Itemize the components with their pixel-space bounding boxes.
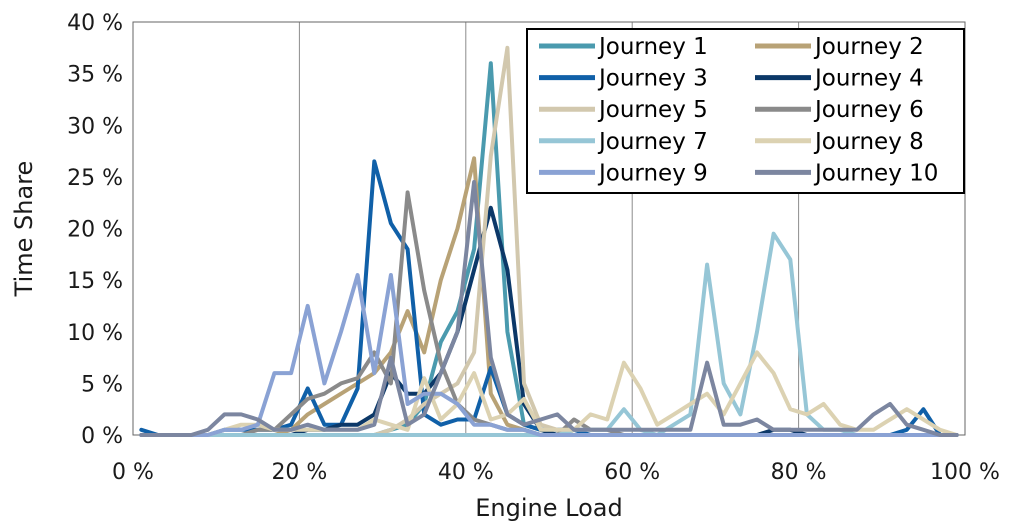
- series-lines: [139, 45, 959, 437]
- legend-label: Journey 2: [813, 34, 924, 60]
- y-tick-label: 20 %: [67, 218, 123, 243]
- series-line-journey-2: [139, 156, 959, 437]
- legend-box: [526, 28, 965, 194]
- y-tick-label: 15 %: [67, 269, 123, 294]
- x-tick-label: 100 %: [930, 460, 1000, 485]
- x-axis-title: Engine Load: [475, 494, 622, 522]
- legend: Journey 1 Journey 2 Journey 3 Journey 4 Jour…: [526, 28, 965, 194]
- y-tick-label: 35 %: [67, 63, 123, 88]
- series-line-journey-3: [139, 159, 959, 437]
- x-tick-label: 80 %: [771, 460, 827, 485]
- legend-label: Journey 1: [597, 34, 708, 60]
- y-tick-label: 5 %: [81, 372, 123, 397]
- series-line-journey-6: [139, 190, 959, 437]
- legend-label: Journey 8: [813, 129, 924, 155]
- x-tick-label: 40 %: [438, 460, 494, 485]
- y-tick-label: 0 %: [81, 424, 123, 449]
- x-tick-label: 60 %: [604, 460, 660, 485]
- legend-label: Journey 5: [597, 97, 708, 123]
- legend-label: Journey 7: [597, 129, 708, 155]
- series-line-journey-9: [139, 273, 959, 437]
- x-tick-label: 20 %: [271, 460, 327, 485]
- legend-label: Journey 10: [813, 160, 938, 186]
- legend-label: Journey 6: [813, 97, 924, 123]
- x-tick-labels: 0 % 20 % 40 % 60 % 80 % 100 %: [112, 460, 1000, 485]
- legend-label: Journey 4: [813, 66, 924, 92]
- y-tick-label: 10 %: [67, 321, 123, 346]
- y-tick-labels: 0 % 5 % 10 % 15 % 20 % 25 % 30 % 35 % 40 %: [67, 11, 123, 449]
- y-tick-label: 25 %: [67, 166, 123, 191]
- y-tick-label: 40 %: [67, 11, 123, 36]
- series-line-journey-10: [139, 180, 959, 437]
- legend-label: Journey 9: [597, 160, 708, 186]
- y-tick-label: 30 %: [67, 114, 123, 139]
- y-axis-title: Time Share: [10, 161, 38, 298]
- x-tick-label: 0 %: [112, 460, 154, 485]
- legend-label: Journey 3: [597, 66, 708, 92]
